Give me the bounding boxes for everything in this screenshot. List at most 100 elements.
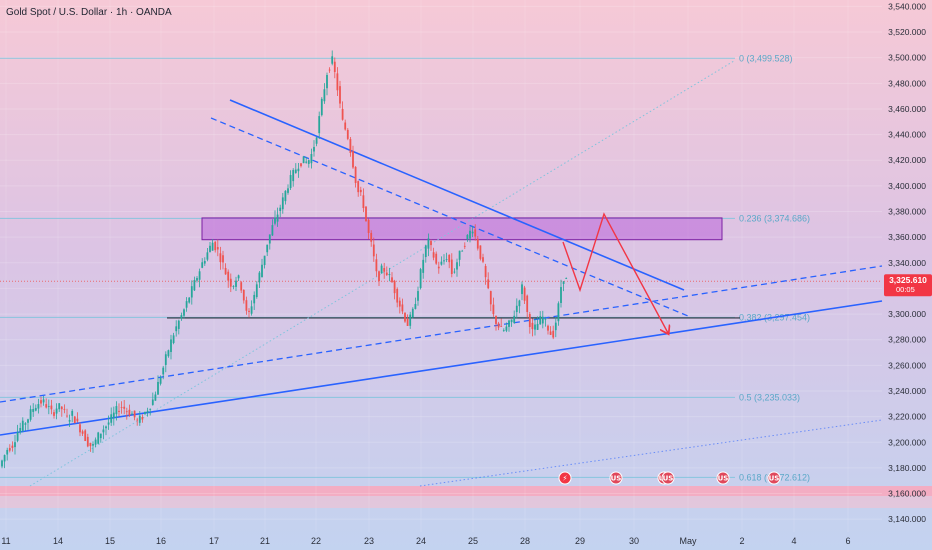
- candle-body: [339, 86, 341, 104]
- candle-body: [448, 254, 451, 263]
- candle-body: [53, 412, 55, 416]
- candle-body: [544, 318, 547, 320]
- fib-level-label: 0.236 (3,374.686): [739, 213, 810, 223]
- candle-body: [214, 241, 217, 251]
- x-tick-label: May: [679, 536, 697, 546]
- candle-body: [505, 326, 508, 331]
- candle-body: [333, 61, 336, 72]
- candle-body: [172, 335, 175, 344]
- candle-body: [419, 269, 422, 289]
- event-marker-icon[interactable]: [716, 471, 730, 485]
- candle-body: [105, 426, 107, 429]
- candle-body: [534, 324, 536, 330]
- candle-body: [484, 266, 487, 278]
- y-tick-label: 3,460.000: [888, 104, 926, 114]
- candle-body: [393, 280, 396, 294]
- candle-body: [183, 309, 185, 316]
- projection-arrow: [562, 212, 668, 333]
- candle-body: [222, 255, 224, 263]
- candle-body: [541, 316, 544, 324]
- candle-body: [71, 410, 74, 416]
- candle-body: [513, 315, 516, 323]
- candle-body: [229, 278, 232, 287]
- candle-body: [492, 304, 495, 315]
- y-tick-label: 3,400.000: [888, 181, 926, 191]
- candle-body: [359, 189, 362, 193]
- candle-body: [294, 169, 297, 174]
- candle-body: [125, 411, 128, 413]
- candle-body: [19, 427, 22, 433]
- candle-body: [170, 339, 172, 352]
- chart-title: Gold Spot / U.S. Dollar · 1h · OANDA: [6, 7, 172, 18]
- candle-body: [266, 244, 269, 253]
- candle-body: [281, 197, 284, 210]
- x-axis[interactable]: 11 14 15 16 17 21 22 23 24 25 28 29 30 May 2 4 6: [1, 536, 850, 546]
- y-tick-label: 3,340.000: [888, 258, 926, 268]
- candle-body: [50, 405, 53, 410]
- candle-body: [154, 394, 157, 401]
- x-tick-label: 2: [739, 536, 744, 546]
- x-tick-label: 30: [629, 536, 639, 546]
- candle-body: [497, 323, 500, 328]
- candle-body: [274, 217, 276, 224]
- event-marker-icon[interactable]: [609, 471, 623, 485]
- candle-body: [198, 271, 201, 280]
- candle-body: [177, 320, 180, 329]
- candle-body: [557, 303, 560, 322]
- candle-body: [547, 325, 549, 331]
- x-tick-label: 24: [416, 536, 426, 546]
- candle-body: [201, 262, 204, 268]
- candle-body: [42, 399, 45, 403]
- candle-body: [21, 420, 24, 431]
- x-tick-label: 11: [1, 536, 10, 546]
- candle-body: [258, 272, 261, 283]
- event-marker-icon[interactable]: [767, 471, 781, 485]
- candle-body: [297, 168, 300, 172]
- candle-body: [6, 449, 9, 455]
- y-axis[interactable]: 3,140.000 3,160.000 3,180.000 3,200.000 3,22…: [888, 1, 926, 524]
- candle-body: [180, 315, 183, 319]
- candle-body: [92, 444, 94, 446]
- candle-body: [276, 214, 279, 222]
- candle-body: [60, 406, 63, 410]
- candle-body: [157, 381, 159, 395]
- candle-body: [349, 139, 352, 153]
- candle-body: [84, 430, 87, 442]
- y-tick-label: 3,180.000: [888, 463, 926, 473]
- candle-body: [367, 219, 370, 233]
- candle-body: [463, 245, 466, 247]
- candle-body: [476, 238, 479, 249]
- candle-body: [79, 424, 81, 433]
- candle-body: [14, 442, 16, 448]
- candle-body: [318, 116, 321, 134]
- x-tick-label: 17: [209, 536, 219, 546]
- current-price-tag: 3,325.610 00:05: [884, 274, 932, 297]
- candle-body: [310, 154, 313, 164]
- event-marker-icon[interactable]: [558, 471, 572, 485]
- event-layer: ⚡USUSUSUSUS: [558, 471, 781, 485]
- candle-body: [502, 330, 505, 332]
- price-tag-value: 3,325.610: [889, 275, 927, 285]
- price-tag-timer: 00:05: [896, 285, 915, 294]
- candle-body: [16, 432, 19, 441]
- candle-body: [508, 320, 510, 327]
- candle-body: [102, 429, 105, 433]
- candle-body: [63, 408, 66, 410]
- y-tick-label: 3,520.000: [888, 27, 926, 37]
- candle-body: [76, 418, 79, 422]
- event-marker-icon[interactable]: [661, 471, 675, 485]
- candle-body: [138, 415, 141, 423]
- candle-body: [232, 286, 235, 287]
- candle-body: [268, 234, 271, 244]
- candle-body: [552, 330, 555, 338]
- candle-body: [167, 350, 170, 357]
- candle-body: [188, 297, 191, 303]
- x-tick-label: 28: [520, 536, 530, 546]
- candle-body: [539, 316, 542, 325]
- y-tick-label: 3,500.000: [888, 53, 926, 63]
- candle-body: [149, 408, 152, 410]
- candle-body: [453, 271, 456, 273]
- candle-body: [237, 275, 240, 279]
